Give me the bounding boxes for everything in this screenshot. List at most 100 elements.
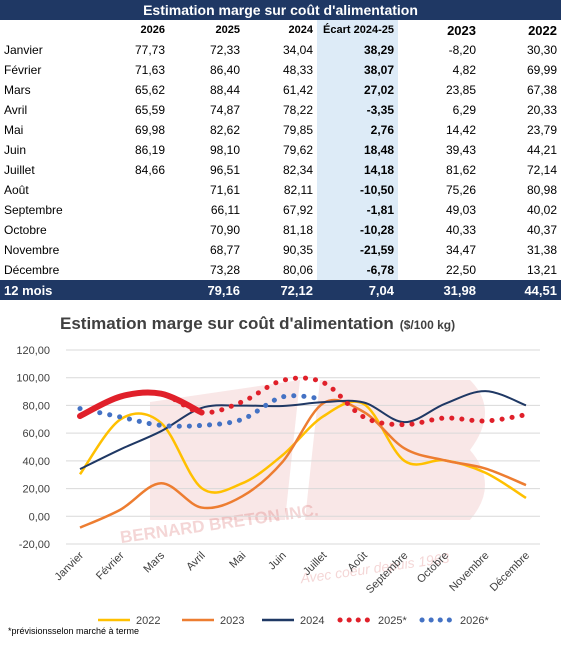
value-2024: 82,34 — [282, 163, 313, 177]
chart-unit: ($/100 kg) — [399, 318, 456, 332]
month-cell: 12 mois — [0, 280, 96, 300]
value-2022: 13,21 — [526, 263, 557, 277]
value-2026 — [96, 240, 169, 260]
value-2022: 67,38 — [526, 83, 557, 97]
value-2024: 81,18 — [282, 223, 313, 237]
value-2023: 14,42 — [445, 123, 476, 137]
value-2026: 65,59 — [134, 103, 165, 117]
value-2023: 31,98 — [398, 280, 480, 300]
month-cell: Octobre — [4, 223, 47, 237]
table-row: Février 71,63 86,40 48,33 38,07 4,82 69,99 — [0, 60, 561, 80]
value-2025: 71,61 — [209, 183, 240, 197]
value-2023: 49,03 — [445, 203, 476, 217]
header-ecart: Écart 2024-25 — [317, 20, 398, 40]
chart-title: Estimation marge sur coût d'alimentation… — [60, 314, 455, 334]
table-row: Décembre 73,28 80,06 -6,78 22,50 13,21 — [0, 260, 561, 280]
value-2024: 90,35 — [282, 243, 313, 257]
value-ecart: 38,07 — [317, 60, 398, 80]
value-2026: 84,66 — [134, 163, 165, 177]
value-2022: 40,37 — [526, 223, 557, 237]
value-2025: 70,90 — [209, 223, 240, 237]
header-2022: 2022 — [528, 22, 557, 38]
series-2025-highlight — [77, 389, 205, 420]
value-ecart: -21,59 — [317, 240, 398, 260]
month-cell: Juin — [4, 143, 27, 157]
legend-label-2025: 2025* — [378, 615, 407, 627]
month-cell: Janvier — [4, 43, 43, 57]
series-2024-line — [79, 390, 527, 471]
table-row: Juillet 84,66 96,51 82,34 14,18 81,62 72,14 — [0, 160, 561, 180]
value-2022: 20,33 — [526, 103, 557, 117]
value-2023: 39,43 — [445, 143, 476, 157]
value-ecart: -10,50 — [317, 180, 398, 200]
value-ecart: 2,76 — [317, 120, 398, 140]
table-row: Novembre 68,77 90,35 -21,59 34,47 31,38 — [0, 240, 561, 260]
value-ecart: 7,04 — [317, 280, 398, 300]
y-tick-label: -20,00 — [19, 539, 50, 551]
value-2023: 6,29 — [452, 103, 476, 117]
value-2022: 44,21 — [526, 143, 557, 157]
value-2022: 69,99 — [526, 63, 557, 77]
month-cell: Mars — [4, 83, 31, 97]
value-2026 — [96, 280, 169, 300]
value-2024: 48,33 — [282, 63, 313, 77]
value-2024: 82,11 — [283, 183, 313, 197]
table-row: Avril 65,59 74,87 78,22 -3,35 6,29 20,33 — [0, 100, 561, 120]
legend-label-2026: 2026* — [460, 615, 489, 627]
x-tick-label: Décembre — [488, 550, 532, 594]
value-2025: 98,10 — [209, 143, 240, 157]
month-cell: Novembre — [4, 243, 60, 257]
header-2025: 2025 — [215, 24, 240, 36]
month-cell: Juillet — [4, 163, 35, 177]
value-2024: 61,42 — [282, 83, 313, 97]
chart-title-text: Estimation marge sur coût d'alimentation — [60, 314, 394, 333]
value-2026: 86,19 — [134, 143, 165, 157]
value-2023: 75,26 — [445, 183, 476, 197]
value-ecart: -10,28 — [317, 220, 398, 240]
table-title: Estimation marge sur coût d'alimentation — [0, 0, 561, 20]
line-chart: BERNARD BRETON INC.Avec coeur depuis 196… — [16, 345, 540, 627]
value-2025: 73,28 — [209, 263, 240, 277]
value-2026: 71,63 — [134, 63, 165, 77]
value-2025: 72,33 — [209, 43, 240, 57]
y-tick-label: 20,00 — [22, 484, 50, 496]
value-2025: 68,77 — [209, 243, 240, 257]
header-2023: 2023 — [447, 22, 476, 38]
value-2025: 96,51 — [209, 163, 240, 177]
month-cell: Décembre — [4, 263, 60, 277]
x-tick-label: Mai — [227, 550, 248, 571]
table-row: Mai 69,98 82,62 79,85 2,76 14,42 23,79 — [0, 120, 561, 140]
value-2025: 82,62 — [209, 123, 240, 137]
table-row: Août 71,61 82,11 -10,50 75,26 80,98 — [0, 180, 561, 200]
value-2025: 66,11 — [210, 203, 240, 217]
month-cell: Août — [4, 183, 29, 197]
value-2026: 77,73 — [134, 43, 165, 57]
value-2023: 34,47 — [445, 243, 476, 257]
y-tick-label: 40,00 — [22, 456, 50, 468]
value-2025: 88,44 — [209, 83, 240, 97]
value-ecart: 14,18 — [317, 160, 398, 180]
value-2023: 22,50 — [445, 263, 476, 277]
value-2022: 44,51 — [480, 280, 561, 300]
value-2024: 79,85 — [282, 123, 313, 137]
series-2026-line — [77, 393, 326, 429]
legend-label-2024: 2024 — [300, 615, 324, 627]
value-2024: 34,04 — [282, 43, 313, 57]
header-2026: 2026 — [140, 24, 165, 36]
value-2026: 69,98 — [134, 123, 165, 137]
y-tick-label: 60,00 — [22, 428, 50, 440]
value-2024: 72,12 — [244, 280, 317, 300]
value-2022: 23,79 — [526, 123, 557, 137]
month-cell: Février — [4, 63, 42, 77]
x-tick-label: Mars — [141, 549, 167, 575]
value-2026 — [96, 200, 169, 220]
value-2022: 40,02 — [526, 203, 557, 217]
value-2026 — [96, 220, 169, 240]
x-tick-label: Juin — [266, 550, 289, 573]
header-month — [0, 20, 96, 40]
x-tick-label: Février — [94, 549, 127, 582]
value-2024: 79,62 — [282, 143, 313, 157]
value-2026 — [96, 180, 169, 200]
value-ecart: -3,35 — [317, 100, 398, 120]
value-2026: 65,62 — [134, 83, 165, 97]
